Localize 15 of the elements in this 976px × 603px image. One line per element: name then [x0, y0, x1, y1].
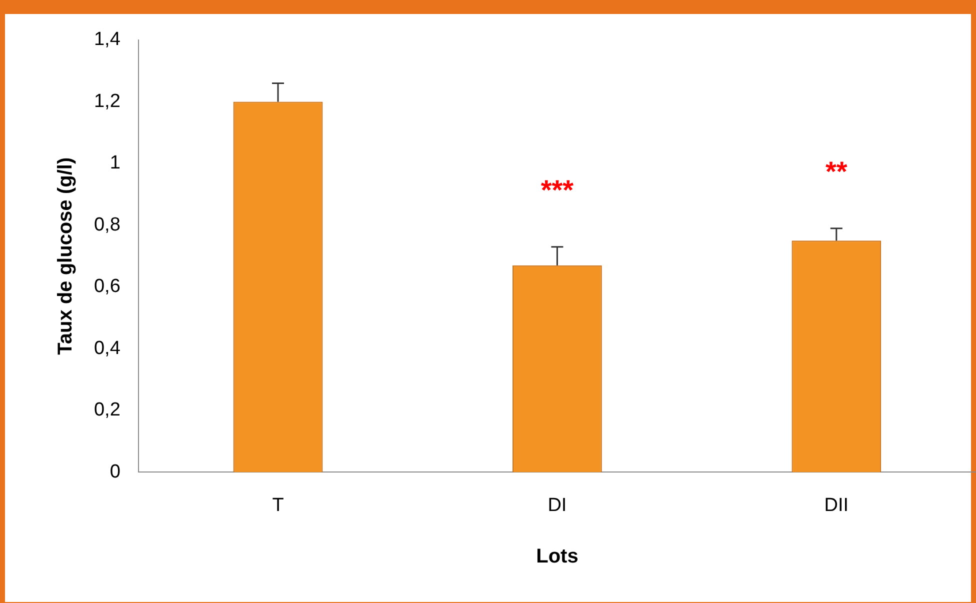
- x-tick-label: DII: [824, 494, 849, 516]
- y-tick-label: 0,4: [94, 338, 121, 359]
- y-tick-label: 0,8: [94, 214, 120, 236]
- y-tick-label: 1: [110, 152, 120, 174]
- y-tick-label: 0,6: [94, 276, 120, 298]
- y-axis-title: Taux de glucose (g/l): [54, 157, 77, 355]
- x-tick-label: T: [272, 494, 284, 516]
- data-label: **: [826, 156, 848, 188]
- y-tick-label: 1,2: [94, 90, 120, 112]
- data-label: ***: [540, 174, 574, 206]
- y-tick-label: 1,4: [94, 29, 121, 50]
- y-tick-label: 0: [110, 461, 120, 482]
- x-axis-title: Lots: [536, 546, 578, 568]
- x-tick-label: DI: [548, 494, 567, 516]
- y-tick-label: 0,2: [94, 400, 120, 421]
